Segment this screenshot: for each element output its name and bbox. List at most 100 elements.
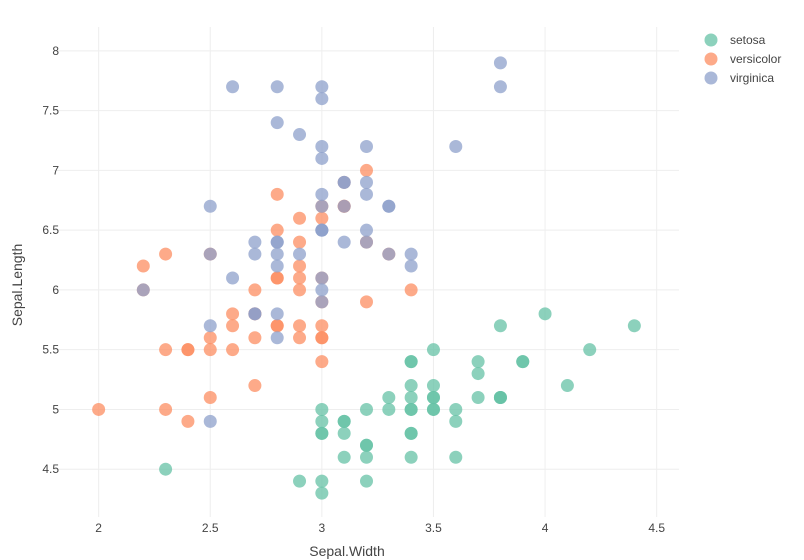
data-point-setosa[interactable] — [426, 379, 440, 393]
data-point-versicolor[interactable] — [293, 211, 307, 225]
data-point-versicolor[interactable] — [315, 331, 329, 345]
data-point-virginica[interactable] — [315, 140, 329, 154]
data-point-virginica[interactable] — [315, 271, 329, 285]
data-point-versicolor[interactable] — [315, 355, 329, 369]
data-point-virginica[interactable] — [360, 223, 373, 237]
data-point-setosa[interactable] — [404, 426, 418, 440]
legend-item-versicolor[interactable]: versicolor — [704, 52, 782, 66]
data-point-virginica[interactable] — [270, 307, 284, 321]
data-point-versicolor[interactable] — [293, 259, 307, 273]
data-point-virginica[interactable] — [226, 271, 240, 285]
data-point-virginica[interactable] — [270, 247, 284, 261]
data-point-setosa[interactable] — [516, 355, 530, 369]
data-point-versicolor[interactable] — [159, 247, 173, 261]
data-point-versicolor[interactable] — [270, 271, 284, 285]
data-point-setosa[interactable] — [426, 343, 440, 357]
data-point-setosa[interactable] — [382, 390, 396, 404]
data-point-setosa[interactable] — [360, 402, 373, 416]
data-point-virginica[interactable] — [315, 295, 329, 309]
data-point-setosa[interactable] — [404, 355, 418, 369]
data-point-setosa[interactable] — [337, 426, 351, 440]
data-point-setosa[interactable] — [583, 343, 597, 357]
data-point-setosa[interactable] — [382, 402, 396, 416]
data-point-versicolor[interactable] — [203, 343, 217, 357]
data-point-setosa[interactable] — [315, 426, 329, 440]
data-point-versicolor[interactable] — [248, 331, 262, 345]
data-point-setosa[interactable] — [315, 402, 329, 416]
data-point-virginica[interactable] — [248, 247, 262, 261]
data-point-virginica[interactable] — [404, 247, 418, 261]
data-point-versicolor[interactable] — [293, 331, 307, 345]
data-point-setosa[interactable] — [404, 402, 418, 416]
data-point-virginica[interactable] — [360, 175, 373, 189]
data-point-versicolor[interactable] — [360, 163, 373, 177]
data-point-virginica[interactable] — [136, 283, 150, 297]
data-point-virginica[interactable] — [315, 187, 329, 201]
data-point-virginica[interactable] — [315, 199, 329, 213]
data-point-setosa[interactable] — [493, 319, 507, 333]
data-point-versicolor[interactable] — [159, 402, 173, 416]
data-point-setosa[interactable] — [315, 414, 329, 428]
data-point-versicolor[interactable] — [92, 402, 106, 416]
data-point-setosa[interactable] — [159, 462, 173, 476]
data-point-virginica[interactable] — [293, 247, 307, 261]
data-point-setosa[interactable] — [471, 367, 485, 381]
data-point-versicolor[interactable] — [293, 283, 307, 297]
data-point-versicolor[interactable] — [404, 283, 418, 297]
data-point-virginica[interactable] — [270, 80, 284, 94]
data-point-setosa[interactable] — [404, 450, 418, 464]
data-point-versicolor[interactable] — [159, 343, 173, 357]
data-point-virginica[interactable] — [315, 223, 329, 237]
data-point-versicolor[interactable] — [293, 319, 307, 333]
data-point-versicolor[interactable] — [181, 414, 195, 428]
data-point-versicolor[interactable] — [315, 319, 329, 333]
data-point-virginica[interactable] — [248, 235, 262, 249]
data-point-setosa[interactable] — [449, 414, 463, 428]
data-point-setosa[interactable] — [426, 390, 440, 404]
data-point-setosa[interactable] — [627, 319, 641, 333]
data-point-virginica[interactable] — [203, 414, 217, 428]
data-point-virginica[interactable] — [493, 80, 507, 94]
data-point-virginica[interactable] — [404, 259, 418, 273]
data-point-virginica[interactable] — [315, 151, 329, 165]
data-point-virginica[interactable] — [360, 235, 373, 249]
data-point-setosa[interactable] — [315, 474, 329, 488]
data-point-setosa[interactable] — [337, 414, 351, 428]
data-point-virginica[interactable] — [493, 56, 507, 70]
data-point-virginica[interactable] — [226, 80, 240, 94]
data-point-virginica[interactable] — [315, 92, 329, 106]
data-point-virginica[interactable] — [270, 235, 284, 249]
data-point-virginica[interactable] — [449, 140, 463, 154]
data-point-versicolor[interactable] — [203, 331, 217, 345]
data-point-versicolor[interactable] — [293, 235, 307, 249]
data-point-setosa[interactable] — [360, 474, 373, 488]
data-point-setosa[interactable] — [293, 474, 307, 488]
data-point-setosa[interactable] — [337, 450, 351, 464]
data-point-virginica[interactable] — [382, 199, 396, 213]
data-point-setosa[interactable] — [404, 379, 418, 393]
data-point-setosa[interactable] — [538, 307, 552, 321]
data-point-virginica[interactable] — [315, 80, 329, 94]
legend[interactable]: setosa versicolor virginica — [704, 33, 782, 85]
data-point-virginica[interactable] — [337, 199, 351, 213]
data-point-versicolor[interactable] — [293, 271, 307, 285]
data-point-virginica[interactable] — [382, 247, 396, 261]
data-point-versicolor[interactable] — [226, 307, 240, 321]
data-point-virginica[interactable] — [248, 307, 262, 321]
data-point-setosa[interactable] — [426, 402, 440, 416]
data-point-versicolor[interactable] — [360, 295, 373, 309]
data-point-versicolor[interactable] — [226, 319, 240, 333]
data-point-versicolor[interactable] — [270, 319, 284, 333]
data-point-setosa[interactable] — [493, 390, 507, 404]
data-point-virginica[interactable] — [270, 259, 284, 273]
data-point-versicolor[interactable] — [203, 390, 217, 404]
data-point-setosa[interactable] — [360, 450, 373, 464]
legend-item-virginica[interactable]: virginica — [704, 71, 775, 85]
data-point-virginica[interactable] — [315, 283, 329, 297]
data-point-virginica[interactable] — [337, 235, 351, 249]
data-point-virginica[interactable] — [360, 140, 373, 154]
data-point-versicolor[interactable] — [248, 379, 262, 393]
data-point-virginica[interactable] — [337, 175, 351, 189]
data-point-setosa[interactable] — [449, 450, 463, 464]
data-point-setosa[interactable] — [471, 355, 485, 369]
